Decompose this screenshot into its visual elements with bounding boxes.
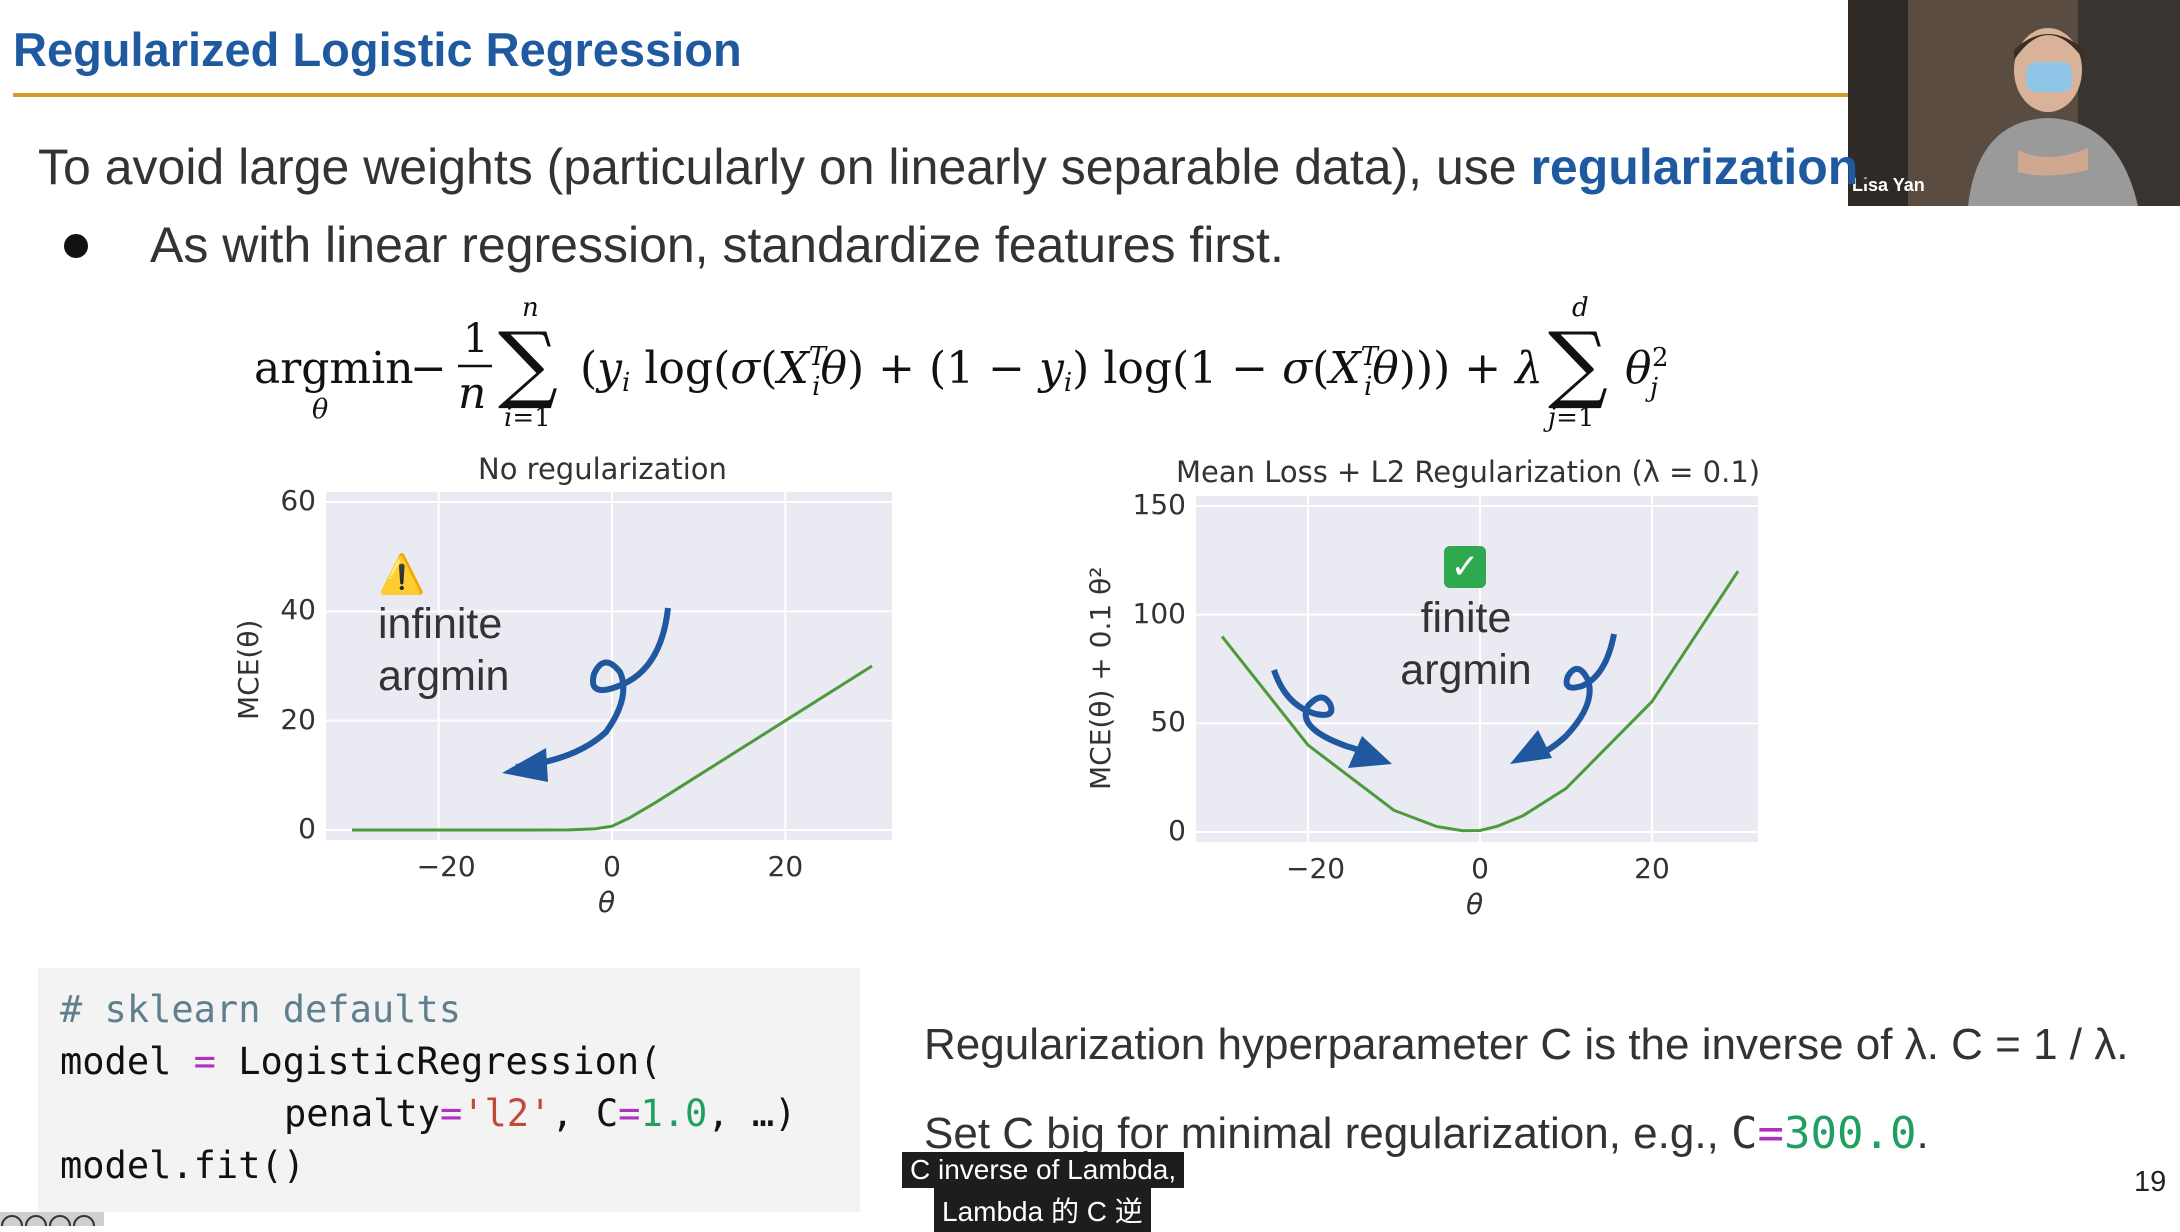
svg-text:i=1: i=1 xyxy=(504,403,551,433)
right-chart-svg xyxy=(1196,496,1758,842)
note-c: C xyxy=(1731,1108,1758,1159)
left-y-tick-label: 40 xyxy=(280,593,316,627)
check-mark-icon: ✓ xyxy=(1444,546,1486,588)
note-value: 300.0 xyxy=(1784,1108,1917,1159)
code-line-2: penalty='l2', C=1.0, …) xyxy=(284,1092,796,1135)
left-series-line xyxy=(352,664,873,832)
webcam-name-label: Lisa Yan xyxy=(1852,175,1925,195)
intro-sentence: To avoid large weights (particularly on … xyxy=(38,138,1872,196)
left-chart-title: No regularization xyxy=(478,452,727,486)
left-chart-svg xyxy=(326,492,892,840)
code-eq-2: = xyxy=(618,1092,641,1135)
right-x-tick-label: −20 xyxy=(1286,852,1346,885)
right-y-tick-label: 100 xyxy=(1132,596,1186,630)
left-x-tick-label: 20 xyxy=(767,850,804,883)
note-period: . xyxy=(1916,1109,1929,1158)
left-annotation-line2: argmin xyxy=(378,652,510,700)
title-divider xyxy=(13,93,1849,97)
right-x-tick-label: 0 xyxy=(1471,852,1489,885)
right-x-axis-label: θ xyxy=(1466,888,1484,921)
code-line-comment: # sklearn defaults xyxy=(60,988,461,1031)
svg-text:2: 2 xyxy=(1652,343,1669,373)
left-y-tick-label: 20 xyxy=(280,702,316,736)
note-set-c-big: Set C big for minimal regularization, e.… xyxy=(924,1108,1929,1159)
svg-text:θ: θ xyxy=(312,394,328,425)
right-right-curly-arrow xyxy=(1534,633,1617,759)
svg-text:1: 1 xyxy=(463,316,488,362)
left-annotation: infinite argmin xyxy=(378,598,509,702)
left-arrowhead-icon xyxy=(502,748,548,782)
right-series-line xyxy=(1220,570,1740,833)
warning-icon: ⚠️ xyxy=(378,552,426,596)
svg-text:θ: θ xyxy=(1625,343,1652,394)
code-block xyxy=(38,968,860,1212)
intro-period: . xyxy=(1858,139,1873,195)
svg-text:∑: ∑ xyxy=(498,314,558,412)
right-annotation-line2: argmin xyxy=(1400,646,1532,694)
code-assign-op: = xyxy=(193,1040,216,1083)
right-annotation: finite argmin xyxy=(1400,592,1532,696)
code-penalty-kw: penalty xyxy=(284,1092,440,1135)
left-x-axis-label: θ xyxy=(598,886,616,919)
bullet-icon xyxy=(64,234,88,258)
caption-line-2: Lambda 的 C 逆 xyxy=(934,1188,1151,1232)
speaker-silhouette xyxy=(1848,0,2180,206)
right-left-curly-arrow xyxy=(1271,669,1378,759)
right-y-tick-label: 50 xyxy=(1150,705,1186,739)
code-comment: # sklearn defaults xyxy=(60,988,461,1031)
note-prefix: Set C big for minimal regularization, e.… xyxy=(924,1109,1732,1158)
webcam-video xyxy=(1848,0,2180,206)
intro-text: To avoid large weights (particularly on … xyxy=(38,139,1531,195)
svg-text:argmin: argmin xyxy=(254,343,414,394)
right-y-axis-label: MCE(θ) + 0.1 θ² xyxy=(1084,566,1117,790)
right-y-tick-label: 150 xyxy=(1132,488,1186,521)
right-right-arrowhead-icon xyxy=(1510,730,1552,764)
svg-text:n: n xyxy=(522,293,539,323)
caption-line-1: C inverse of Lambda, xyxy=(902,1152,1185,1188)
svg-text:j=1: j=1 xyxy=(1543,403,1594,433)
left-x-tick-label: −20 xyxy=(416,850,476,883)
svg-text:∑: ∑ xyxy=(1548,314,1608,412)
right-y-tick-label: 0 xyxy=(1168,814,1186,847)
license-badge-icon xyxy=(0,1212,104,1226)
code-rest: , …) xyxy=(707,1092,797,1135)
svg-text:d: d xyxy=(1572,293,1589,323)
page-number: 19 xyxy=(2134,1166,2167,1198)
code-line-3: model.fit() xyxy=(60,1144,306,1187)
regularization-highlight: regularization xyxy=(1530,139,1859,195)
bullet-text: As with linear regression, standardize f… xyxy=(150,217,1284,273)
left-x-tick-label: 0 xyxy=(603,850,621,883)
code-line-1: model = LogisticRegression( xyxy=(60,1040,661,1083)
left-y-tick-label: 60 xyxy=(280,484,316,517)
right-x-tick-label: 20 xyxy=(1634,852,1670,885)
code-eq-1: = xyxy=(439,1092,463,1135)
slide-title: Regularized Logistic Regression xyxy=(13,23,742,76)
code-c-value: 1.0 xyxy=(640,1092,708,1135)
note-inverse-lambda: Regularization hyperparameter C is the i… xyxy=(924,1020,2129,1069)
code-c-kw: , C xyxy=(551,1092,619,1135)
left-y-tick-label: 0 xyxy=(298,812,316,845)
code-constructor: LogisticRegression( xyxy=(238,1040,662,1083)
svg-text:−: − xyxy=(410,343,447,394)
svg-text:n: n xyxy=(458,368,486,419)
code-penalty-str: 'l2' xyxy=(462,1092,552,1135)
right-left-arrowhead-icon xyxy=(1348,736,1392,768)
loss-formula: argmin θ − 1 n n ∑ i=1 (yi log(σ(XT iθ) +… xyxy=(254,293,1669,433)
code-model-var: model xyxy=(60,1040,172,1083)
right-chart-title: Mean Loss + L2 Regularization (λ = 0.1) xyxy=(1176,455,1761,489)
note-eq: = xyxy=(1757,1108,1785,1159)
left-curly-arrow xyxy=(515,607,671,770)
right-annotation-line1: finite xyxy=(1420,594,1512,642)
left-annotation-line1: infinite xyxy=(378,600,503,648)
